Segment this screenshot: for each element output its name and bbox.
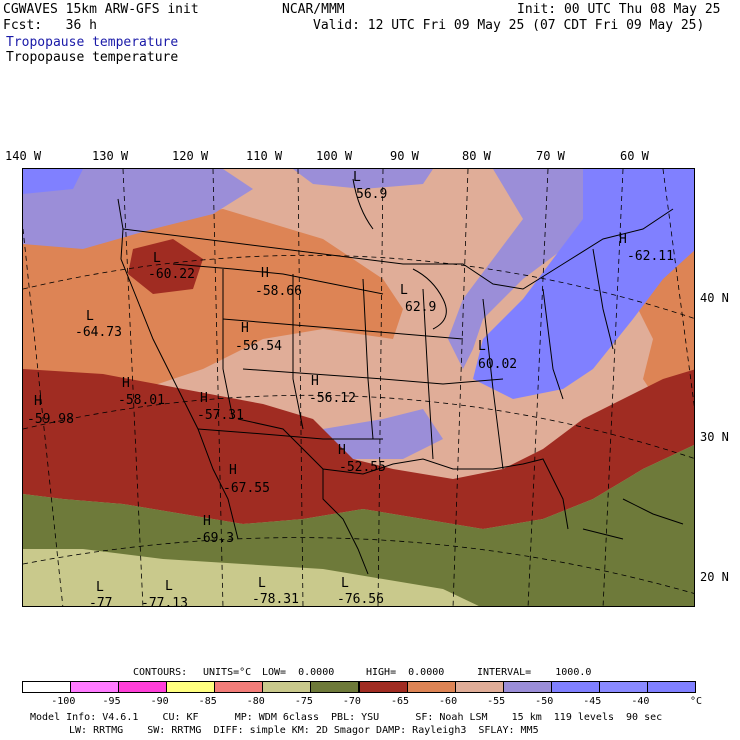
- model-title: CGWAVES 15km ARW-GFS init: [3, 2, 199, 17]
- extremum-value: -69.3: [195, 531, 235, 546]
- extremum-label: H: [200, 391, 208, 406]
- colorbar-tick-label: -85: [198, 696, 217, 707]
- extremum-value: -67.55: [223, 481, 270, 496]
- extremum-value: -58.66: [255, 284, 302, 299]
- map-fill: [23, 169, 694, 606]
- colorbar-tick-label: -80: [246, 696, 265, 707]
- contours-label: CONTOURS:: [133, 667, 188, 678]
- field-title: Tropopause temperature: [6, 50, 179, 65]
- colorbar-swatch: [550, 681, 600, 693]
- colorbar-swatch: [22, 681, 72, 693]
- colorbar-tick-label: -40: [631, 696, 650, 707]
- colorbar-swatch: [454, 681, 504, 693]
- extremum-value: 56.9: [356, 187, 388, 202]
- colorbar-tick-label: -65: [390, 696, 410, 707]
- lon-label: 60 W: [620, 149, 649, 163]
- colorbar-unit: °C: [690, 696, 703, 707]
- model-info-line1: Model Info: V4.6.1 CU: KF MP: WDM 6class…: [30, 712, 663, 723]
- colorbar-tick-label: -95: [102, 696, 121, 707]
- colorbar-tick-label: -75: [294, 696, 313, 707]
- colorbar-tick-label: -70: [342, 696, 361, 707]
- valid-time: Valid: 12 UTC Fri 09 May 25 (07 CDT Fri …: [313, 18, 705, 33]
- lon-label: 110 W: [246, 149, 283, 163]
- extremum-label: L: [96, 580, 104, 595]
- extremum-label: H: [338, 443, 346, 458]
- extremum-value: -76.56: [337, 592, 384, 607]
- extremum-label: L: [400, 283, 408, 298]
- extremum-value: -62.11: [627, 249, 674, 264]
- forecast-hour: Fcst: 36 h: [3, 18, 97, 33]
- model-info-line2: LW: RRTMG SW: RRTMG DIFF: simple KM: 2D …: [69, 725, 539, 736]
- extremum-label: L: [341, 576, 349, 591]
- low-label: LOW= 0.0000: [262, 667, 335, 678]
- colorbar-swatch: [310, 681, 360, 693]
- extremum-value: -77.13: [141, 596, 188, 607]
- colorbar-tick-label: -100: [51, 696, 76, 707]
- extremum-label: H: [203, 514, 211, 529]
- lon-label: 70 W: [536, 149, 565, 163]
- extremum-label: H: [241, 321, 249, 336]
- extremum-label: L: [353, 170, 361, 185]
- extremum-label: L: [478, 339, 486, 354]
- extremum-value: -77: [89, 596, 113, 607]
- lat-label: 20 N: [700, 570, 729, 584]
- extremum-label: H: [311, 374, 319, 389]
- lat-label: 30 N: [700, 430, 729, 444]
- colorbar-swatch: [70, 681, 120, 693]
- extremum-value: -64.73: [75, 325, 122, 340]
- colorbar: [22, 681, 696, 694]
- lon-label: 80 W: [462, 149, 491, 163]
- extremum-label: H: [34, 394, 42, 409]
- units-label: UNITS=°C: [203, 667, 252, 678]
- extremum-value: -52.55: [339, 460, 386, 475]
- high-label: HIGH= 0.0000: [366, 667, 445, 678]
- colorbar-tick-label: -45: [583, 696, 602, 707]
- extremum-value: -56.54: [235, 339, 282, 354]
- extremum-value: -57.31: [197, 408, 244, 423]
- lon-label: 90 W: [390, 149, 419, 163]
- colorbar-swatch: [598, 681, 648, 693]
- extremum-value: -60.22: [148, 267, 195, 282]
- extremum-value: 62.9: [405, 300, 437, 315]
- lat-label: 40 N: [700, 291, 729, 305]
- extremum-label: L: [165, 579, 173, 594]
- map-panel: L 56.9 L -60.22 H -58.66 L -64.73 H -56.…: [22, 168, 695, 607]
- colorbar-swatch: [118, 681, 168, 693]
- lon-label: 120 W: [172, 149, 209, 163]
- colorbar-swatch: [502, 681, 552, 693]
- colorbar-swatch: [214, 681, 264, 693]
- interval-label: INTERVAL= 1000.0: [477, 667, 592, 678]
- colorbar-swatch: [262, 681, 312, 693]
- extremum-value: -56.12: [309, 391, 356, 406]
- colorbar-tick-label: -55: [487, 696, 506, 707]
- lon-label: 130 W: [92, 149, 129, 163]
- extremum-label: L: [258, 576, 266, 591]
- colorbar-swatch: [646, 681, 696, 693]
- extremum-label: L: [153, 251, 161, 266]
- extremum-label: H: [122, 376, 130, 391]
- colorbar-tick-label: -50: [535, 696, 554, 707]
- extremum-label: H: [229, 463, 237, 478]
- extremum-label: H: [619, 232, 627, 247]
- lon-label: 100 W: [316, 149, 353, 163]
- extremum-value: -58.01: [118, 393, 165, 408]
- extremum-label: H: [261, 266, 269, 281]
- extremum-label: L: [86, 309, 94, 324]
- colorbar-swatch: [358, 681, 408, 693]
- lon-label: 140 W: [5, 149, 42, 163]
- colorbar-tick-label: -90: [150, 696, 169, 707]
- extremum-value: 60.02: [478, 357, 518, 372]
- extremum-value: -59.98: [27, 412, 74, 427]
- organization: NCAR/MMM: [282, 2, 345, 17]
- extremum-value: -78.31: [252, 592, 299, 607]
- init-time: Init: 00 UTC Thu 08 May 25: [517, 2, 721, 17]
- colorbar-swatch: [166, 681, 216, 693]
- colorbar-swatch: [406, 681, 456, 693]
- field-title-blue: Tropopause temperature: [6, 35, 179, 50]
- colorbar-tick-label: -60: [439, 696, 458, 707]
